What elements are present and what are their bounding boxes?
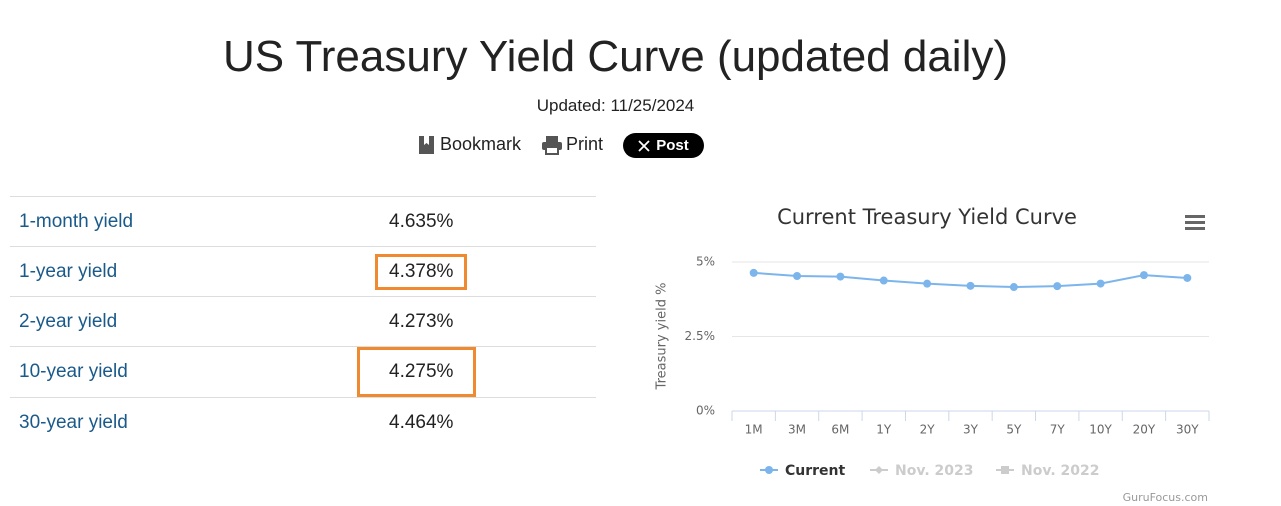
legend-marker — [1001, 466, 1009, 474]
legend-label: Nov. 2023 — [895, 463, 973, 479]
legend-marker — [765, 466, 773, 474]
post-button[interactable]: Post — [623, 133, 704, 158]
row-label: 10-year yield — [10, 346, 359, 398]
y-axis-title: Treasury yield % — [655, 283, 670, 391]
table-row: 10-year yield 4.275% — [10, 346, 596, 398]
updated-date: Updated: 11/25/2024 — [536, 96, 695, 115]
x-tick-label: 7Y — [1050, 423, 1066, 437]
row-label: 1-year yield — [10, 246, 359, 297]
row-value-cell: 4.275% — [357, 346, 596, 398]
y-tick-label: 5% — [696, 255, 715, 269]
table-row: 2-year yield 4.273% — [10, 296, 596, 347]
row-value: 4.635% — [359, 196, 596, 247]
credit: GuruFocus.com — [1123, 491, 1208, 504]
row-value-cell: 4.378% — [359, 246, 596, 297]
data-point — [879, 276, 888, 285]
x-tick-label: 1M — [745, 423, 763, 437]
x-tick-label: 6M — [831, 423, 849, 437]
data-point — [1183, 273, 1192, 282]
x-tick-label: 1Y — [876, 423, 892, 437]
print-label: Print — [566, 134, 604, 154]
x-tick-label: 3M — [788, 423, 806, 437]
x-tick-label: 10Y — [1089, 423, 1112, 437]
data-point — [1096, 279, 1105, 288]
x-tick-label: 2Y — [920, 423, 936, 437]
data-point — [1139, 271, 1148, 280]
row-value: 4.275% — [357, 347, 477, 397]
x-tick-label: 3Y — [963, 423, 979, 437]
legend-item[interactable]: Current — [760, 463, 846, 479]
table-row: 1-month yield 4.635% — [10, 196, 596, 247]
row-label: 30-year yield — [10, 397, 359, 447]
chart-title: Current Treasury Yield Curve — [777, 205, 1077, 229]
row-label: 2-year yield — [10, 296, 359, 347]
page-title: US Treasury Yield Curve (updated daily) — [222, 32, 1009, 81]
menu-bar — [1185, 215, 1205, 218]
legend-label: Current — [785, 463, 846, 479]
row-value: 4.273% — [359, 296, 596, 347]
menu-bar — [1185, 221, 1205, 224]
data-point — [749, 268, 758, 277]
menu-bar — [1185, 227, 1205, 230]
data-point — [836, 272, 845, 281]
row-label: 1-month yield — [10, 196, 359, 247]
y-tick-label: 0% — [696, 404, 715, 418]
data-point — [966, 281, 975, 290]
print-button[interactable]: Print — [541, 134, 603, 155]
print-icon — [542, 135, 562, 155]
x-logo — [638, 139, 650, 152]
data-point — [1053, 282, 1062, 291]
data-point — [1009, 283, 1018, 292]
data-point — [923, 279, 932, 288]
legend-item[interactable]: Nov. 2022 — [996, 463, 1099, 479]
y-tick-label: 2.5% — [685, 329, 716, 343]
legend-marker — [875, 466, 883, 474]
menu-button[interactable] — [1185, 215, 1205, 230]
legend-item[interactable]: Nov. 2023 — [870, 463, 973, 479]
legend-label: Nov. 2022 — [1021, 463, 1099, 479]
yield-table: 1-month yield 4.635% 1-year yield 4.378% 2… — [10, 196, 596, 447]
bookmark-label: Bookmark — [440, 134, 522, 154]
data-point — [793, 272, 802, 281]
table-row: 30-year yield 4.464% — [10, 397, 596, 447]
bookmark-button[interactable]: Bookmark — [417, 134, 521, 155]
x-tick-label: 20Y — [1133, 423, 1156, 437]
post-label: Post — [656, 137, 689, 154]
x-tick-label: 30Y — [1176, 423, 1199, 437]
x-tick-label: 5Y — [1006, 423, 1022, 437]
table-row: 1-year yield 4.378% — [10, 246, 596, 297]
bookmark-icon — [419, 135, 434, 154]
row-value: 4.464% — [359, 397, 596, 447]
row-value: 4.378% — [375, 253, 468, 290]
